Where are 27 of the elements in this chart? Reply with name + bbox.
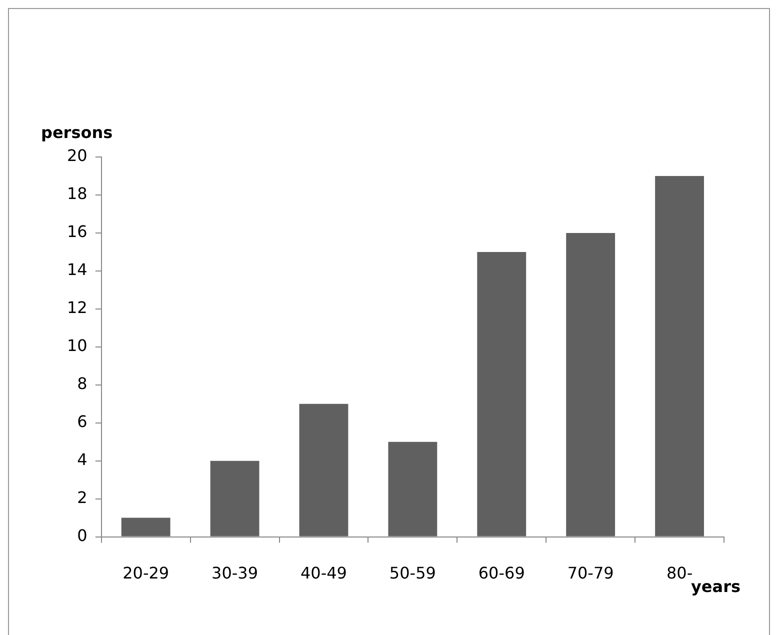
- bar: [566, 232, 616, 536]
- y-tick-label: 0: [77, 526, 88, 545]
- bar: [299, 404, 348, 536]
- y-tick-label: 20: [67, 146, 88, 166]
- y-tick-label: 14: [67, 260, 88, 280]
- y-tick-label: 6: [77, 412, 88, 432]
- x-tick-label: 20-29: [122, 564, 170, 583]
- y-tick-label: 8: [77, 374, 88, 394]
- bar: [477, 252, 526, 536]
- y-tick-label: 10: [67, 336, 88, 356]
- bar: [210, 460, 260, 536]
- x-tick-label: 80-: [666, 564, 693, 583]
- x-tick-label: 30-39: [212, 564, 258, 583]
- y-tick-label: 12: [67, 298, 88, 318]
- bar: [121, 518, 170, 536]
- y-tick-label: 16: [67, 222, 88, 242]
- x-tick-label: 60-69: [478, 564, 525, 583]
- bar: [388, 442, 438, 536]
- x-tick-label: 40-49: [300, 564, 347, 583]
- y-tick-label: 18: [67, 184, 88, 204]
- x-tick-label: 70-79: [567, 564, 614, 583]
- bar: [655, 176, 704, 536]
- y-axis-title: persons: [41, 123, 113, 142]
- x-axis-title: years: [691, 577, 740, 596]
- y-tick-label: 4: [77, 450, 88, 469]
- x-tick-label: 50-59: [389, 564, 436, 583]
- y-tick-label: 2: [77, 488, 88, 507]
